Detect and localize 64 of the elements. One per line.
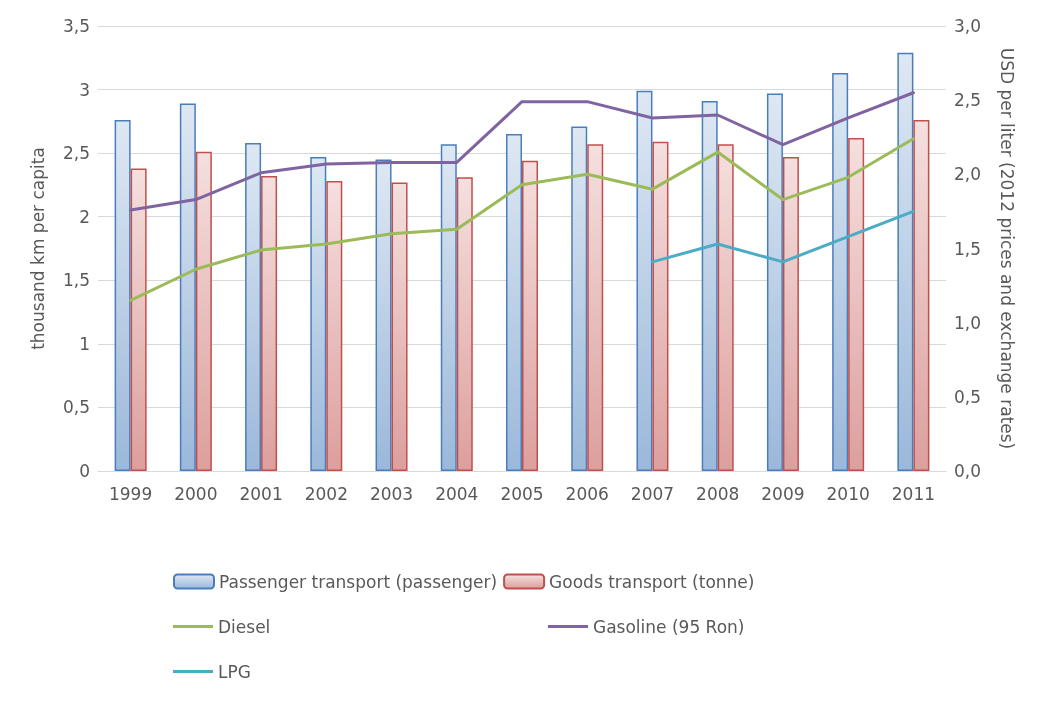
y2-tick-label: 2,0 [954,164,982,185]
bar [310,156,327,471]
bar [636,90,653,471]
bar [179,103,196,471]
bar [571,126,588,471]
y-tick-label: 3 [79,79,90,100]
y2-tick-label: 0,5 [954,386,982,407]
bar [522,160,538,471]
x-tick-label: 2007 [630,483,675,504]
bar [766,93,783,471]
y2-tick-label: 0,0 [954,461,982,481]
bar [701,101,718,471]
bar [375,159,392,471]
y2-tick-label: 1,5 [954,238,982,259]
bar [326,181,343,471]
y-tick-label: 2,5 [62,143,90,164]
y2-tick-label: 2,5 [954,90,982,111]
x-tick-label: 2009 [761,483,805,504]
bar [130,168,147,471]
bar [897,52,914,471]
y-tick-label: 2 [79,206,90,227]
y-axis-title: thousand km per capita [27,147,48,350]
bar [913,120,930,471]
bar [782,156,799,471]
bar [195,151,212,471]
y-tick-label: 0 [79,461,90,481]
bar [587,144,604,471]
x-tick-label: 2010 [826,483,870,504]
y-tick-label: 1 [79,333,90,354]
y-tick-label: 3,5 [62,16,90,36]
x-tick-label: 1999 [108,483,153,504]
bar [245,142,262,471]
x-tick-label: 2005 [500,483,544,504]
line-series [129,91,915,212]
bar [114,120,131,471]
bar [440,144,457,471]
x-tick-label: 2003 [369,483,414,504]
bar [506,134,522,471]
legend-label: Gasoline (95 Ron) [593,616,745,637]
bar [717,144,734,471]
line-series [129,137,915,302]
bar [832,73,849,471]
y2-tick-label: 3,0 [954,16,982,36]
bar [391,182,408,471]
bar [261,176,278,471]
x-tick-label: 2004 [435,483,479,504]
y2-axis-title: USD per liter (2012 prices and exchange rates) [996,47,1017,450]
legend-label: Passenger transport (passenger) [219,571,498,592]
bar [848,137,865,471]
x-tick-label: 2000 [174,483,218,504]
y-tick-label: 1,5 [62,270,90,291]
x-tick-label: 2008 [696,483,740,504]
bar [456,177,473,471]
x-tick-label: 2001 [239,483,283,504]
y-tick-label: 0,5 [62,397,90,418]
legend-label: Goods transport (tonne) [549,571,755,592]
x-tick-label: 2002 [304,483,348,504]
x-tick-label: 2011 [891,483,936,504]
legend-label: Diesel [218,616,271,637]
line-series [650,209,915,264]
x-tick-label: 2006 [565,483,609,504]
legend-label: LPG [218,661,251,682]
y2-tick-label: 1,0 [954,312,982,333]
bar [652,141,669,471]
